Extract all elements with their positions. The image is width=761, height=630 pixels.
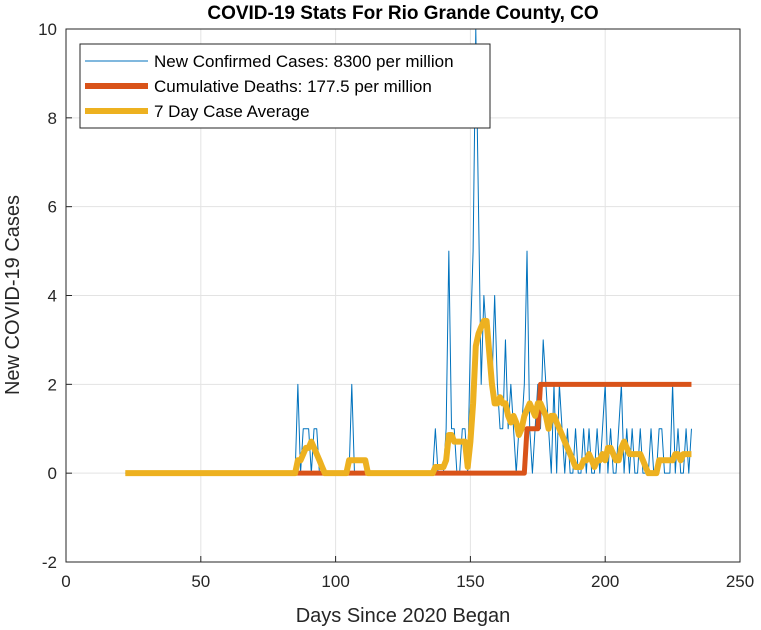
x-tick-label: 50: [191, 572, 210, 591]
y-axis-label: New COVID-19 Cases: [2, 195, 24, 395]
x-tick-label: 150: [456, 572, 484, 591]
y-tick-label: 8: [48, 109, 57, 128]
y-tick-label: 4: [48, 287, 57, 306]
y-tick-label: 10: [38, 20, 57, 39]
legend: New Confirmed Cases: 8300 per million Cu…: [79, 43, 491, 129]
y-tick-label: 0: [48, 464, 57, 483]
series-layer: [125, 29, 692, 477]
series-line-cumulative-deaths: [295, 381, 692, 476]
y-tick-label: 6: [48, 198, 57, 217]
y-tick-label: -2: [42, 553, 57, 572]
legend-box: [79, 43, 491, 129]
chart-title: COVID-19 Stats For Rio Grande County, CO: [207, 3, 598, 24]
y-tick-label: 2: [48, 375, 57, 394]
legend-label-new-cases: New Confirmed Cases: 8300 per million: [154, 52, 454, 71]
legend-label-deaths: Cumulative Deaths: 177.5 per million: [154, 77, 432, 96]
x-tick-label: 0: [61, 572, 70, 591]
series-line-7-day-average: [125, 317, 692, 477]
x-axis-label: Days Since 2020 Began: [296, 605, 511, 627]
legend-label-7-day-average: 7 Day Case Average: [154, 102, 310, 121]
x-tick-label: 200: [591, 572, 619, 591]
x-tick-label: 100: [321, 572, 349, 591]
x-tick-label: 250: [726, 572, 754, 591]
